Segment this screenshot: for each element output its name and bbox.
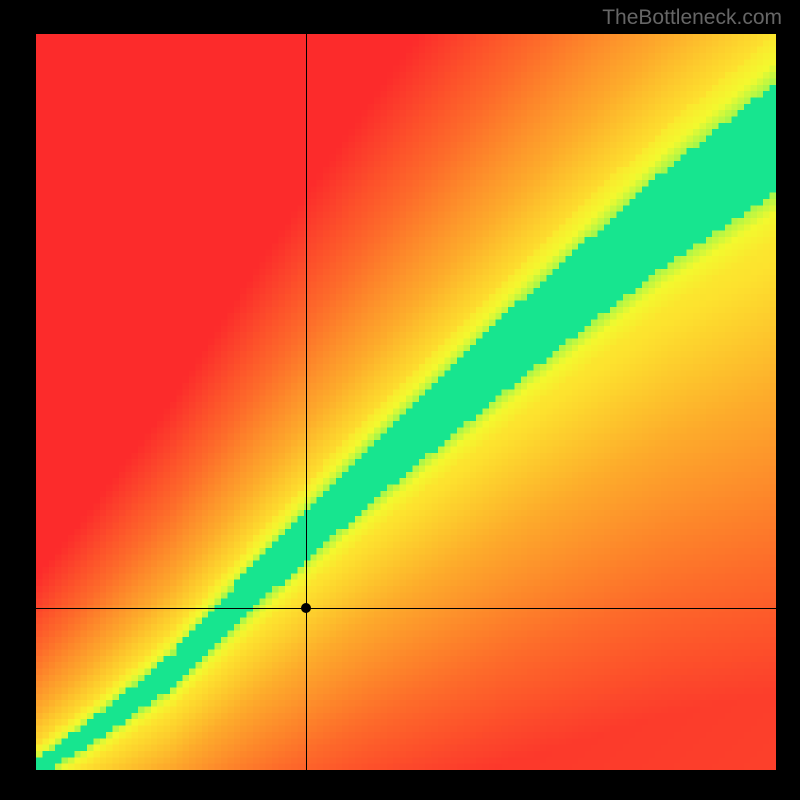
crosshair-vertical [306,34,307,770]
heatmap-canvas [36,34,776,770]
chart-root: TheBottleneck.com [0,0,800,800]
plot-area [36,34,776,770]
crosshair-horizontal [36,608,776,609]
crosshair-marker [301,603,311,613]
watermark-text: TheBottleneck.com [602,6,782,30]
